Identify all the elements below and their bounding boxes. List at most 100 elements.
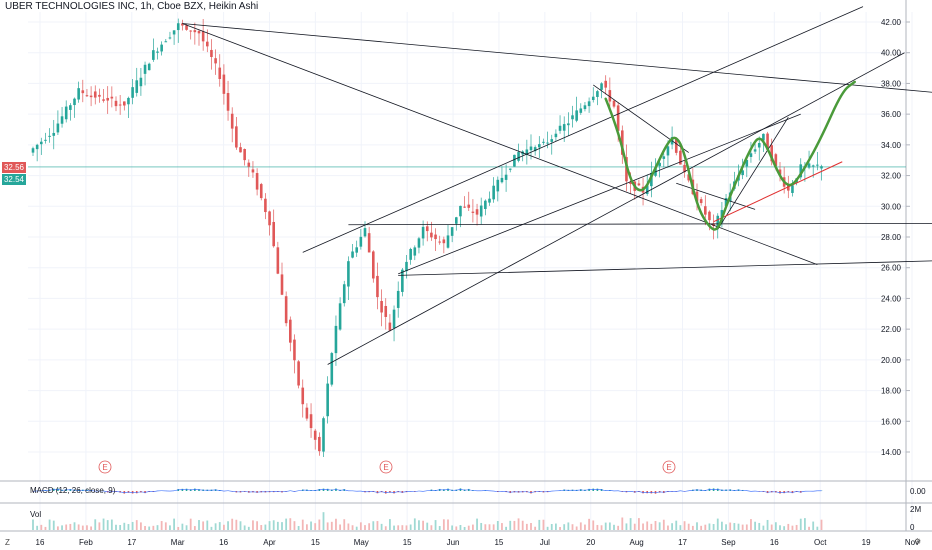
- macd-line: [228, 490, 233, 492]
- candle: [712, 223, 715, 227]
- macd-line: [705, 489, 710, 491]
- y-tick-label: 24.00: [881, 294, 902, 303]
- pattern-curve[interactable]: [604, 80, 856, 231]
- trend-line[interactable]: [676, 182, 756, 210]
- candle: [533, 147, 537, 152]
- x-tick-label: 19: [862, 538, 871, 547]
- candle: [214, 58, 217, 64]
- candle: [637, 183, 641, 186]
- candle: [56, 123, 60, 133]
- macd-line: [153, 490, 158, 492]
- candle: [60, 116, 64, 124]
- y-tick-label: 16.00: [881, 417, 902, 426]
- earnings-label: E: [666, 463, 671, 472]
- macd-line: [468, 489, 473, 491]
- macd-line: [294, 490, 299, 492]
- candle: [293, 339, 296, 361]
- candle: [259, 184, 263, 199]
- candle: [52, 132, 56, 136]
- candle: [621, 130, 624, 155]
- candle: [475, 209, 479, 215]
- macd-line: [144, 491, 150, 493]
- candle: [571, 115, 574, 120]
- x-tick-label: 15: [311, 538, 320, 547]
- trend-line[interactable]: [593, 84, 689, 153]
- earnings-marker[interactable]: [379, 460, 393, 474]
- candle: [93, 91, 97, 98]
- earnings-marker[interactable]: [98, 460, 112, 474]
- candle: [467, 204, 471, 208]
- candle: [542, 141, 545, 143]
- candle: [600, 83, 603, 90]
- macd-line: [584, 489, 590, 491]
- candle: [679, 150, 682, 165]
- earnings-label: E: [102, 463, 107, 472]
- trend-line[interactable]: [398, 259, 932, 276]
- x-tick-label: Mar: [171, 538, 185, 547]
- candle: [575, 110, 578, 121]
- y-tick-label: 42.00: [881, 18, 902, 27]
- trend-line[interactable]: [302, 6, 864, 253]
- y-tick-label: 36.00: [881, 110, 902, 119]
- support-line[interactable]: [713, 161, 843, 223]
- candle: [89, 95, 93, 98]
- candle: [376, 275, 379, 298]
- y-tick-label: 34.00: [881, 141, 902, 150]
- timezone-icon[interactable]: Z: [5, 538, 10, 547]
- candle: [243, 149, 246, 161]
- trend-line[interactable]: [327, 52, 905, 365]
- candle: [674, 138, 678, 153]
- candle: [488, 198, 491, 203]
- x-tick-label: Jul: [540, 538, 550, 547]
- candle: [351, 251, 354, 258]
- candle: [73, 98, 76, 106]
- candle: [612, 100, 616, 107]
- candle: [417, 238, 421, 248]
- candle: [367, 233, 371, 253]
- candle: [629, 182, 632, 185]
- candle: [446, 235, 450, 248]
- volume-label[interactable]: Vol: [30, 510, 42, 519]
- macd-line: [103, 490, 108, 493]
- last-price-tag: 32.56: [2, 162, 26, 173]
- settings-icon[interactable]: ⚙: [914, 537, 922, 546]
- candle: [500, 177, 504, 183]
- candle: [762, 133, 765, 141]
- macd-line: [286, 490, 291, 492]
- x-tick-label: 16: [36, 538, 45, 547]
- candle: [372, 251, 375, 279]
- trend-line[interactable]: [348, 222, 932, 226]
- macd-line: [414, 490, 419, 492]
- trend-line[interactable]: [182, 23, 932, 108]
- candle: [110, 96, 114, 99]
- candle: [363, 228, 367, 237]
- macd-line: [560, 489, 565, 491]
- macd-line: [360, 490, 366, 493]
- candle: [608, 90, 612, 102]
- candle: [318, 436, 321, 452]
- candle: [413, 247, 417, 256]
- candle: [529, 146, 533, 151]
- trend-line[interactable]: [717, 117, 789, 230]
- earnings-marker[interactable]: [662, 460, 676, 474]
- candle: [114, 100, 118, 107]
- trend-line[interactable]: [398, 113, 801, 275]
- candle: [139, 77, 143, 87]
- trend-line[interactable]: [182, 23, 818, 266]
- candle: [201, 31, 205, 42]
- y-tick-label: 30.00: [881, 202, 902, 211]
- macd-line: [232, 491, 237, 493]
- candle: [538, 144, 541, 148]
- y-tick-label: 32.00: [881, 172, 902, 181]
- candle: [401, 269, 404, 292]
- candle: [753, 149, 757, 152]
- candle: [156, 51, 159, 53]
- macd-label[interactable]: MACD (12, 26, close, 9): [30, 486, 116, 495]
- macd-line: [688, 489, 693, 492]
- candle: [778, 169, 782, 175]
- x-tick-label: Feb: [79, 538, 93, 547]
- candle: [347, 261, 350, 287]
- candle: [355, 247, 358, 253]
- candle: [645, 185, 649, 195]
